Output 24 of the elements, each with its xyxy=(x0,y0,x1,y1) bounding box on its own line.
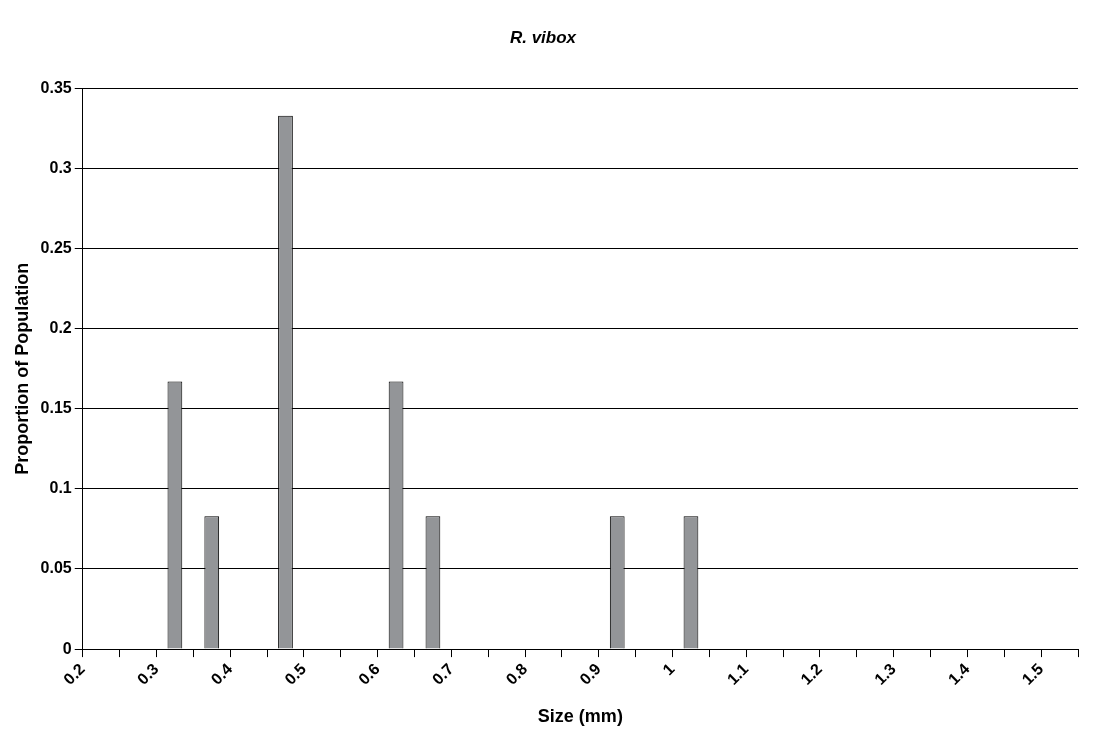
x-tick-label: 0.6 xyxy=(355,660,383,688)
x-tick-label: 0.3 xyxy=(133,660,162,688)
chart-title: R. vibox xyxy=(509,27,578,47)
x-tick-label: 0.7 xyxy=(428,660,457,688)
x-tick-label: 1.4 xyxy=(944,660,973,688)
x-tick-label: 0.9 xyxy=(576,660,605,688)
y-tick-label: 0 xyxy=(62,639,72,657)
y-tick-label: 0.05 xyxy=(40,559,72,577)
x-tick-label: 0.4 xyxy=(207,660,236,688)
x-tick-label: 1.5 xyxy=(1018,660,1047,688)
x-tick-label: 0.8 xyxy=(502,660,531,688)
y-tick-label: 0.35 xyxy=(40,78,72,96)
y-tick-label: 0.3 xyxy=(49,158,72,176)
x-tick-label: 1.1 xyxy=(723,660,752,688)
y-tick-label: 0.25 xyxy=(40,239,72,257)
y-tick-label: 0.15 xyxy=(40,399,72,417)
x-tick-label: 1.3 xyxy=(871,660,899,688)
x-axis-title: Size (mm) xyxy=(537,706,623,727)
x-tick-label: 1.2 xyxy=(797,660,826,688)
y-tick-label: 0.2 xyxy=(49,319,72,337)
x-tick-label: 0.5 xyxy=(281,660,310,688)
x-tick-label: 1 xyxy=(659,660,678,679)
y-tick-label: 0.1 xyxy=(49,479,72,497)
y-axis-title: Proportion of Population xyxy=(11,262,32,475)
